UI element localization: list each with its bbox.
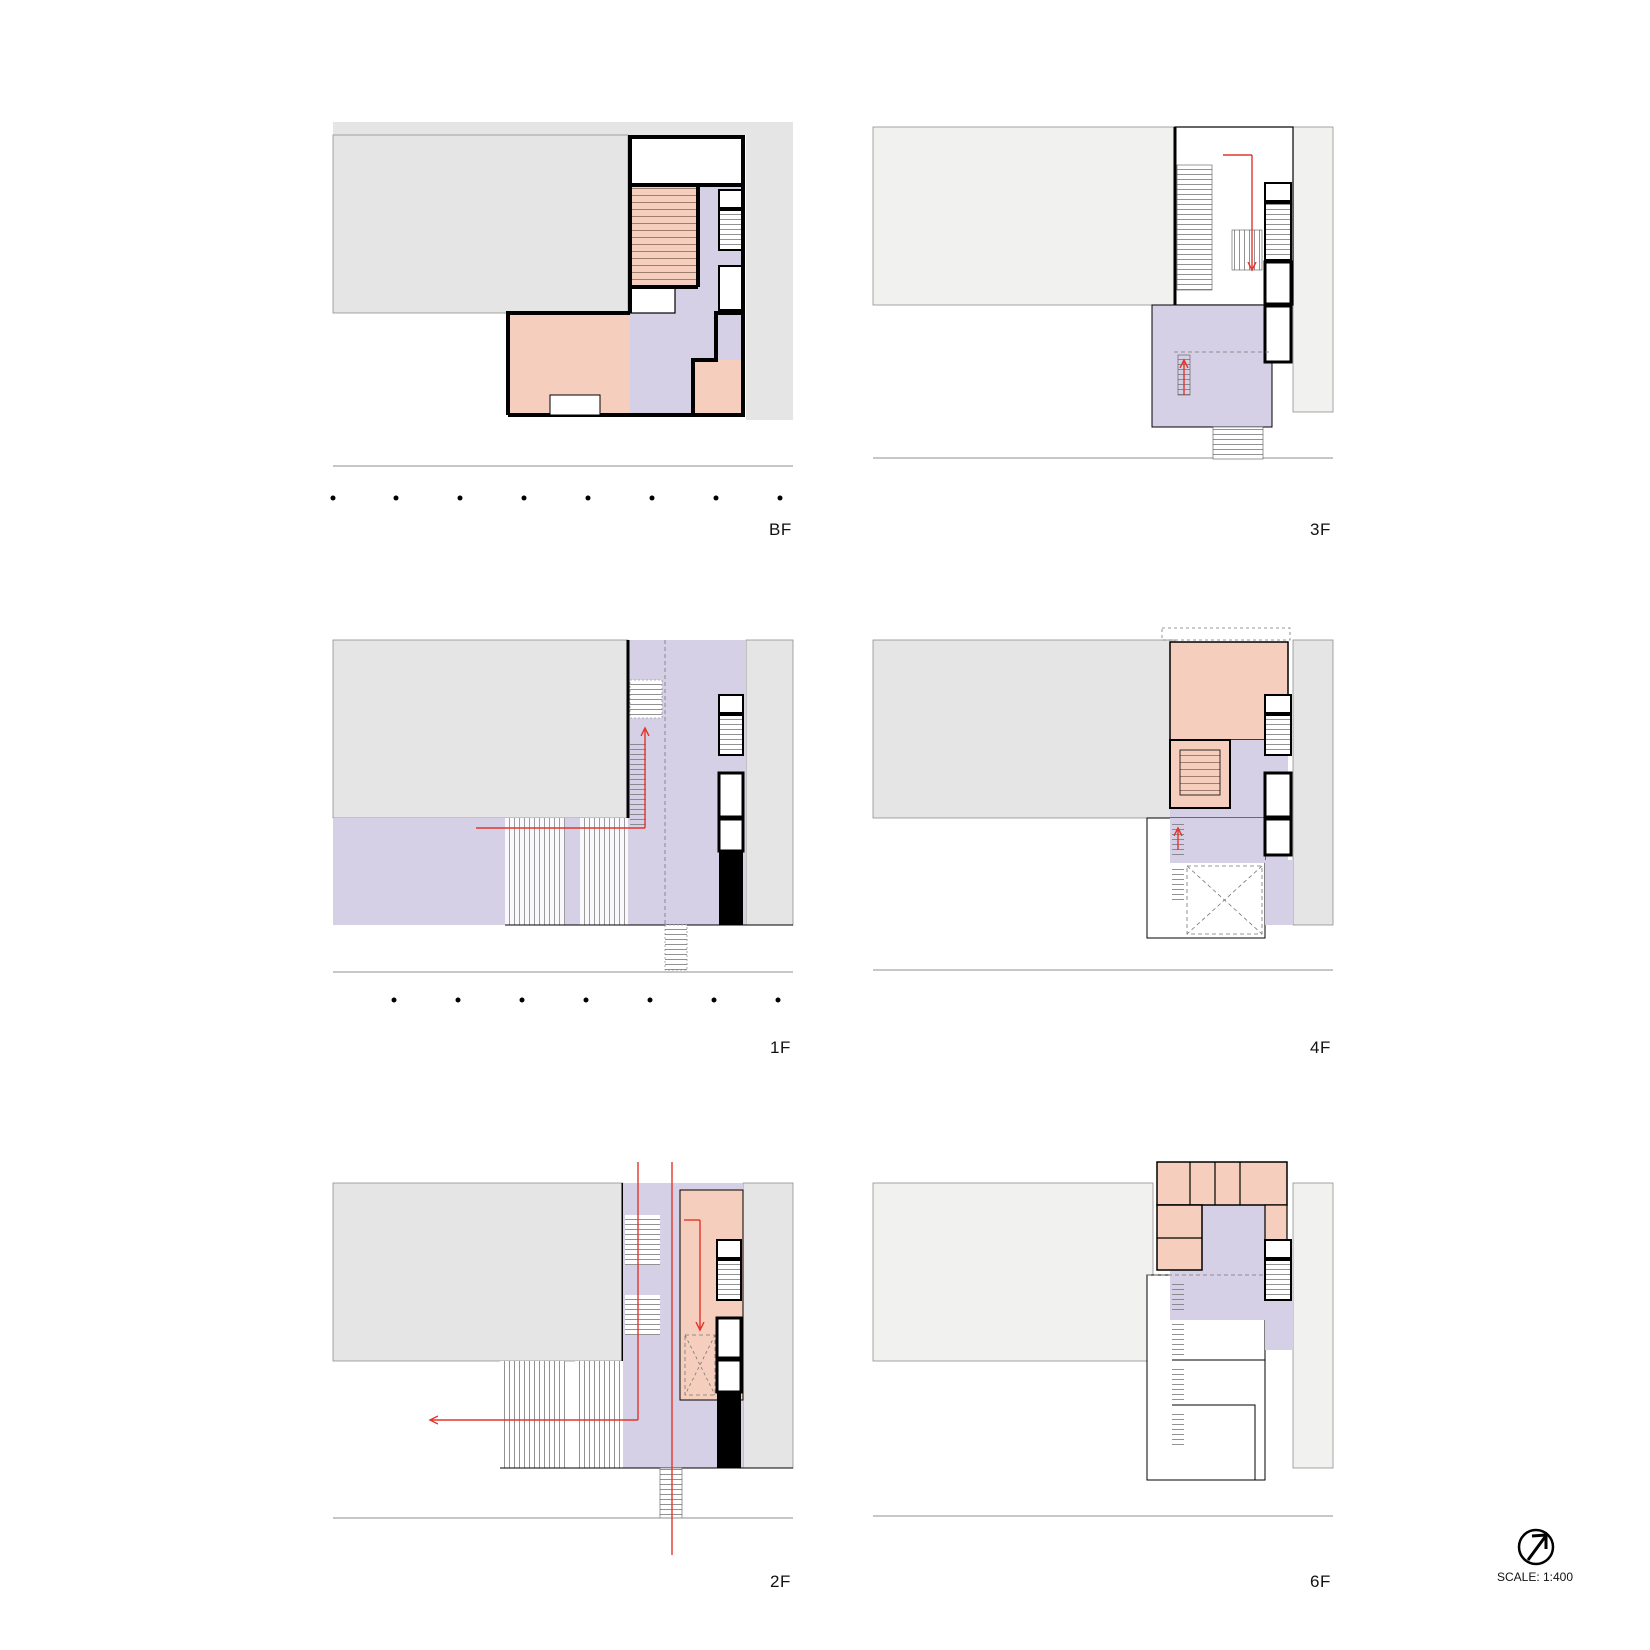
west-stair-upper <box>625 1215 660 1265</box>
shaft-2 <box>715 1358 743 1394</box>
panel-label-1f: 1F <box>770 1038 791 1057</box>
service-stair <box>718 714 744 756</box>
storage-room <box>628 135 745 187</box>
neighbor-building-west <box>872 126 1176 306</box>
panel-label-2f: 2F <box>770 1572 791 1591</box>
program-room-east <box>1264 1204 1288 1241</box>
stair-lower <box>630 740 646 825</box>
elevator <box>1264 1239 1292 1259</box>
column-grid-dots <box>391 997 781 1003</box>
neighbor-building-east <box>745 639 794 926</box>
scale-label: SCALE: 1:400 <box>1496 1570 1574 1584</box>
entry-stair <box>664 924 688 971</box>
program-room-east <box>693 360 743 415</box>
plan-bf <box>330 122 793 501</box>
panel-label-6f: 6F <box>1310 1572 1331 1591</box>
plaza-stair-2 <box>575 1361 623 1468</box>
small-stair <box>1172 1280 1184 1310</box>
service-stair <box>718 209 744 251</box>
void-area <box>684 1334 716 1396</box>
elevator <box>718 694 744 714</box>
terrace-stair-2 <box>1172 1365 1184 1400</box>
column-grid-dots <box>330 495 783 501</box>
solid-core <box>719 851 743 925</box>
neighbor-building-east <box>746 135 793 420</box>
stair-room <box>630 187 698 287</box>
terrace-stair-3 <box>1172 1410 1184 1445</box>
central-stair <box>1179 749 1221 796</box>
plan-3f <box>872 126 1334 460</box>
plaza-stair-1 <box>505 818 565 925</box>
neighbor-building-north <box>333 122 793 135</box>
circulation-deck <box>1151 304 1273 428</box>
entry-stair <box>1212 426 1264 460</box>
roof-outline <box>1161 627 1291 641</box>
service-stair <box>1264 714 1292 756</box>
plaza-stair-1 <box>500 1361 565 1468</box>
deck-circulation <box>1170 818 1265 863</box>
shaft-1 <box>1263 771 1293 819</box>
north-arrow-icon <box>1517 1528 1555 1566</box>
elevator <box>718 189 744 209</box>
shaft <box>718 265 744 311</box>
panel-label-4f: 4F <box>1310 1038 1331 1057</box>
solid-core <box>717 1392 741 1468</box>
deck-stair <box>1172 865 1184 900</box>
neighbor-building-west <box>332 1182 624 1362</box>
shaft-2 <box>1263 817 1293 857</box>
entry-stair <box>659 1467 683 1519</box>
service-stair <box>1264 202 1292 261</box>
neighbor-building-east <box>1292 126 1334 413</box>
service-stair <box>1264 1259 1292 1301</box>
shaft-2 <box>717 817 745 853</box>
shaft-1 <box>1263 260 1293 306</box>
east-strip <box>1265 860 1293 925</box>
service-stair <box>716 1259 742 1301</box>
neighbor-building-west <box>332 134 629 314</box>
neighbor-building-west <box>872 1182 1154 1362</box>
west-stair-lower <box>625 1295 660 1335</box>
plaza-stair-2 <box>580 818 628 925</box>
terrace-stair-1 <box>1172 1322 1184 1357</box>
plan-1f <box>332 639 794 1003</box>
plan-2f <box>332 1162 794 1555</box>
plan-6f <box>872 1161 1334 1517</box>
shaft-1 <box>717 771 745 819</box>
panel-label-bf: BF <box>769 520 792 539</box>
entry-counter <box>549 394 601 416</box>
main-stair <box>1176 164 1213 291</box>
neighbor-building-east <box>1292 1182 1334 1469</box>
program-room-north <box>1156 1161 1288 1206</box>
plan-4f <box>872 627 1334 971</box>
wc-room <box>629 286 676 314</box>
elevator <box>716 1239 742 1259</box>
neighbor-building-east <box>1292 639 1334 926</box>
elevator <box>1264 182 1292 202</box>
plaza-circulation <box>333 818 628 925</box>
neighbor-building-west <box>872 639 1176 819</box>
shaft-2 <box>1263 304 1293 364</box>
landing-stair <box>1231 229 1263 271</box>
stair-upper <box>629 679 663 719</box>
shaft-1 <box>715 1316 743 1360</box>
east-strip <box>1265 1300 1293 1350</box>
neighbor-building-east <box>742 1182 794 1469</box>
elevator <box>1264 694 1292 714</box>
panel-label-3f: 3F <box>1310 520 1331 539</box>
neighbor-building-west <box>332 639 629 819</box>
